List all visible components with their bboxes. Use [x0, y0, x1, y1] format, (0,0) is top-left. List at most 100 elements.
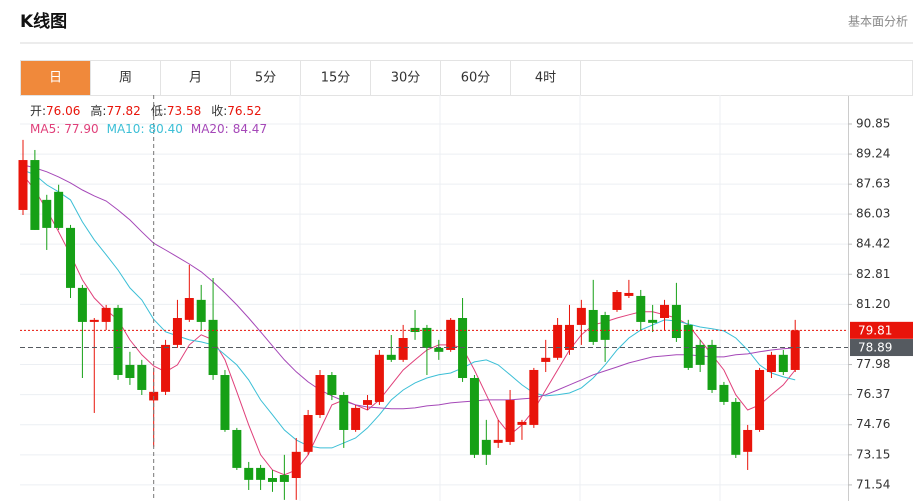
- candle-body: [731, 401, 741, 455]
- candle-body: [137, 364, 147, 390]
- y-tick-label: 84.42: [856, 237, 890, 251]
- candlestick: [256, 464, 266, 490]
- tab[interactable]: 15分: [300, 60, 371, 96]
- candlestick: [113, 304, 123, 380]
- candlestick: [386, 335, 396, 362]
- tab-label[interactable]: 5分: [255, 71, 276, 86]
- ohlc-value: 76.06: [46, 104, 80, 118]
- candlestick: [446, 318, 456, 352]
- candlestick: [588, 279, 598, 345]
- candle-body: [743, 429, 753, 452]
- candlestick: [553, 318, 563, 360]
- candle-body: [30, 160, 40, 230]
- candle-body: [339, 395, 349, 430]
- tab-box[interactable]: [20, 60, 91, 96]
- candle-body: [600, 315, 610, 340]
- candlestick: [363, 395, 373, 410]
- candle-body: [363, 400, 373, 405]
- tab-label[interactable]: 周: [119, 71, 132, 86]
- tab[interactable]: 日: [20, 60, 91, 96]
- candle-body: [493, 439, 503, 443]
- ohlc-label: 高:: [90, 103, 106, 118]
- candlestick: [648, 304, 658, 333]
- y-tick-label: 90.85: [856, 116, 890, 130]
- candlestick: [505, 389, 515, 445]
- candle-body: [636, 295, 646, 322]
- tab[interactable]: 4时: [510, 60, 581, 96]
- candle-body: [541, 357, 551, 362]
- candlestick: [30, 149, 40, 230]
- tab-box[interactable]: [230, 60, 301, 96]
- candle-body: [588, 309, 598, 342]
- analysis-link[interactable]: 基本面分析: [848, 15, 908, 29]
- y-tick-label: 74.76: [856, 417, 890, 431]
- candle-body: [481, 439, 491, 455]
- y-tick-label: 87.63: [856, 177, 890, 191]
- candlestick: [18, 139, 28, 216]
- ma-legend-value: 80.40: [148, 122, 182, 136]
- candlestick: [267, 469, 277, 492]
- candlestick: [101, 304, 111, 330]
- candle-body: [790, 330, 800, 370]
- candle-body: [671, 304, 681, 339]
- tab[interactable]: 周: [90, 60, 161, 96]
- ohlc-value: 76.52: [227, 104, 261, 118]
- candle-body: [291, 451, 301, 479]
- candle-body: [89, 319, 99, 322]
- candlestick: [541, 339, 551, 373]
- tab-box[interactable]: [160, 60, 231, 96]
- price-tag-label: 78.89: [858, 341, 892, 355]
- candle-body: [422, 327, 432, 348]
- tab-label[interactable]: 15分: [321, 71, 351, 86]
- candlestick: [766, 351, 776, 379]
- candle-body: [54, 191, 64, 228]
- tab-box[interactable]: [440, 60, 511, 96]
- tab[interactable]: 60分: [440, 60, 511, 96]
- tab-box[interactable]: [370, 60, 441, 96]
- tab[interactable]: 5分: [230, 60, 301, 96]
- tab[interactable]: 月: [160, 60, 231, 96]
- candlestick: [244, 461, 254, 490]
- y-tick-label: 86.03: [856, 207, 890, 221]
- candlestick: [42, 194, 52, 250]
- tab-label[interactable]: 30分: [391, 71, 421, 86]
- candlestick: [600, 311, 610, 362]
- candle-body: [101, 307, 111, 322]
- tab-label[interactable]: 60分: [461, 71, 491, 86]
- candlestick: [66, 224, 76, 298]
- candlestick: [624, 279, 634, 298]
- candle-body: [719, 384, 729, 402]
- candlestick: [208, 277, 218, 380]
- candle-body: [576, 307, 586, 325]
- tab-box[interactable]: [510, 60, 581, 96]
- ma-line: [22, 164, 796, 410]
- candle-body: [707, 344, 717, 390]
- candle-body: [766, 354, 776, 373]
- candlestick: [683, 319, 693, 370]
- price-tag-label: 79.81: [858, 323, 892, 337]
- ohlc-label: 开:: [30, 104, 46, 118]
- candle-body: [398, 338, 408, 360]
- ohlc-label: 收:: [211, 104, 227, 118]
- candle-body: [410, 327, 420, 333]
- candlestick: [743, 424, 753, 470]
- candle-body: [469, 378, 479, 455]
- y-tick-label: 82.81: [856, 267, 890, 281]
- y-tick-label: 71.54: [856, 477, 890, 491]
- candlestick: [469, 375, 479, 459]
- candle-body: [624, 292, 634, 296]
- candlestick: [719, 381, 729, 405]
- candlestick: [54, 184, 64, 230]
- candlestick: [636, 289, 646, 330]
- candle-body: [77, 287, 87, 322]
- candlestick: [279, 454, 289, 500]
- tab[interactable]: 30分: [370, 60, 441, 96]
- tab-label[interactable]: 4时: [535, 71, 556, 86]
- ohlc-value: 77.82: [106, 104, 140, 118]
- candlestick: [137, 359, 147, 396]
- candlestick: [576, 299, 586, 345]
- tab-label[interactable]: 月: [189, 71, 202, 86]
- tab-label[interactable]: 日: [49, 71, 62, 86]
- candlestick: [220, 369, 230, 432]
